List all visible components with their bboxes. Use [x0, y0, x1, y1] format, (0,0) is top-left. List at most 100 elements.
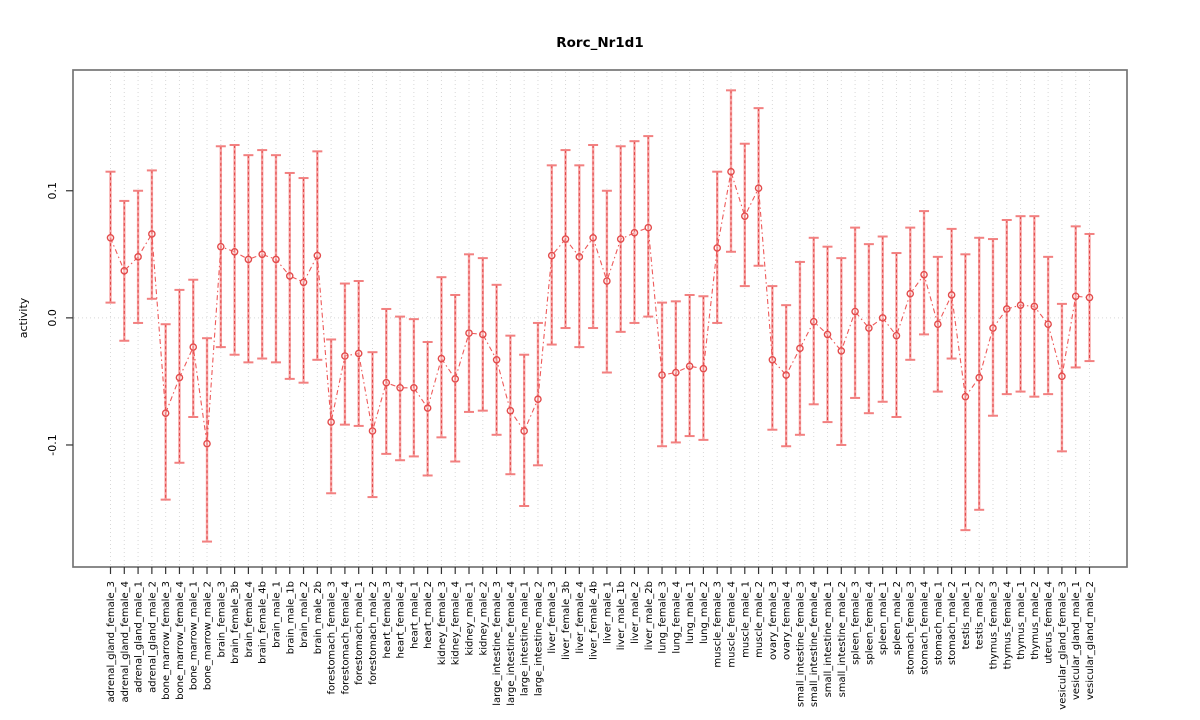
data-point [947, 291, 956, 299]
data-point [451, 375, 460, 383]
x-tick-label: vesicular_gland_male_1 [1071, 581, 1082, 700]
y-tick-label: 0.0 [46, 309, 59, 327]
data-point [685, 362, 694, 370]
x-tick-label: adrenal_gland_male_1 [134, 581, 145, 693]
data-point [837, 347, 846, 355]
data-point [1071, 292, 1080, 301]
x-tick-label: thymus_female_3 [988, 581, 999, 669]
x-tick-label: adrenal_gland_female_3 [106, 581, 117, 703]
x-tick-label: kidney_female_4 [451, 581, 462, 665]
data-point [506, 406, 515, 415]
data-point [382, 378, 391, 387]
data-point [975, 373, 983, 382]
x-tick-label: lung_male_1 [685, 581, 696, 644]
data-point [796, 344, 804, 353]
data-point [630, 228, 639, 237]
x-tick-label: kidney_male_1 [465, 581, 476, 656]
x-axis-labels-layer: adrenal_gland_female_3 adrenal_gland_fema… [106, 581, 1096, 710]
data-point [258, 250, 266, 259]
data-point [878, 314, 887, 322]
x-tick-label: uterus_female_4 [1044, 581, 1055, 664]
x-tick-label: forestomach_female_3 [327, 581, 338, 694]
x-tick-label: brain_male_2b [313, 581, 324, 654]
x-tick-label: heart_female_3 [382, 581, 393, 659]
x-tick-label: thymus_female_4 [1002, 581, 1013, 669]
data-point [589, 233, 597, 242]
x-tick-label: muscle_female_4 [726, 581, 737, 668]
x-tick-label: stomach_male_1 [933, 581, 944, 665]
data-point [1044, 320, 1052, 329]
data-point [120, 267, 129, 275]
data-point [547, 251, 556, 260]
data-point [478, 330, 487, 339]
data-point [892, 331, 901, 340]
x-tick-label: vesicular_gland_male_2 [1085, 581, 1096, 700]
x-tick-label: muscle_male_1 [740, 581, 751, 658]
y-tick-label: -0.1 [46, 434, 59, 455]
x-tick-label: spleen_male_2 [892, 581, 903, 655]
x-tick-label: spleen_female_3 [851, 581, 862, 665]
x-tick-label: brain_female_4b [258, 581, 269, 664]
x-tick-label: spleen_male_1 [878, 581, 889, 655]
data-point [754, 184, 763, 193]
x-tick-label: bone_marrow_male_2 [203, 581, 214, 690]
data-point [520, 427, 528, 435]
x-tick-label: liver_female_3 [547, 581, 558, 654]
x-tick-label: vesicular_gland_female_3 [1057, 581, 1068, 710]
data-point [492, 356, 501, 364]
data-point [782, 371, 790, 379]
data-point [175, 373, 184, 382]
data-point [285, 272, 294, 280]
data-point [161, 409, 170, 417]
data-point [368, 427, 377, 435]
y-axis-ticks-layer [66, 190, 73, 446]
data-point [134, 253, 142, 261]
data-point [603, 277, 611, 285]
data-point [823, 330, 832, 339]
x-tick-label: kidney_female_3 [437, 581, 448, 665]
series-connector-line [109, 171, 1090, 444]
data-point [727, 167, 735, 176]
x-tick-label: ovary_female_3 [768, 581, 779, 660]
data-point [327, 418, 335, 426]
x-tick-label: spleen_female_4 [864, 581, 875, 665]
data-point [672, 368, 680, 377]
data-point [410, 383, 418, 392]
x-tick-label: liver_female_3b [561, 581, 572, 660]
error-bars-layer [105, 89, 1095, 543]
data-point [851, 307, 859, 316]
x-tick-label: lung_male_2 [699, 581, 710, 644]
x-tick-label: forestomach_female_4 [340, 581, 351, 694]
data-point [396, 383, 404, 392]
x-tick-label: lung_female_3 [658, 581, 669, 654]
data-point [299, 278, 308, 287]
gridlines-layer [110, 72, 1090, 565]
x-tick-label: forestomach_male_1 [354, 581, 365, 685]
x-tick-label: forestomach_male_2 [368, 581, 379, 685]
connector-line-layer [109, 171, 1090, 444]
chart-title: Rorc_Nr1d1 [556, 35, 644, 51]
data-point [575, 253, 584, 261]
data-point [189, 343, 198, 351]
x-tick-label: large_intestine_male_1 [520, 581, 531, 696]
x-tick-label: heart_female_4 [396, 581, 407, 659]
x-tick-label: adrenal_gland_female_4 [120, 581, 131, 703]
x-tick-label: liver_male_2b [644, 581, 655, 650]
data-point [272, 255, 280, 264]
x-tick-label: bone_marrow_male_1 [189, 581, 200, 690]
x-tick-label: brain_male_1b [285, 581, 296, 654]
x-tick-label: brain_male_1 [271, 581, 282, 648]
x-tick-label: liver_male_1 [602, 581, 613, 644]
x-tick-label: small_intestine_male_2 [837, 581, 848, 697]
x-tick-label: ovary_female_4 [782, 581, 793, 660]
data-point [740, 212, 749, 220]
data-point [106, 233, 115, 242]
x-tick-label: brain_male_2 [299, 581, 310, 648]
x-tick-label: heart_male_2 [423, 581, 434, 649]
data-point [244, 255, 253, 264]
data-point [920, 270, 928, 279]
data-point [217, 242, 225, 251]
data-point [809, 317, 818, 326]
data-point [934, 320, 942, 329]
